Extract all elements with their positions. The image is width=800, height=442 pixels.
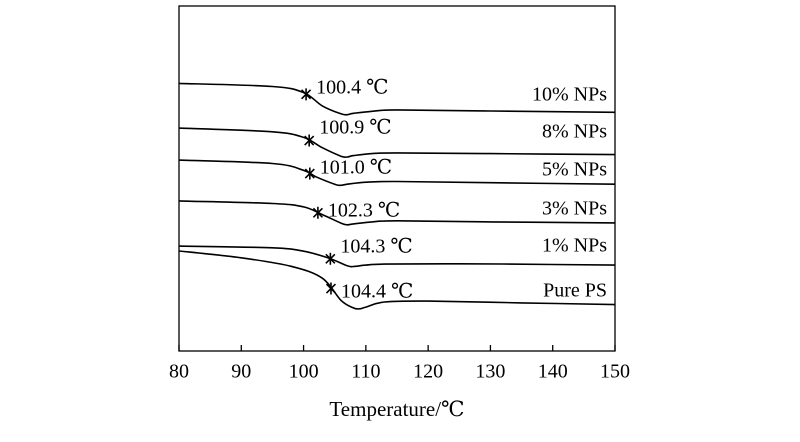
series-label: 5% NPs xyxy=(542,159,607,181)
x-tick-label: 80 xyxy=(169,361,189,383)
series-label: 10% NPs xyxy=(532,84,607,106)
tg-value-label: 102.3 ℃ xyxy=(328,200,400,222)
tg-value-label: 104.4 ℃ xyxy=(341,281,413,303)
tg-marker-icon xyxy=(304,134,315,147)
x-tick-label: 110 xyxy=(351,361,380,383)
series-label: Pure PS xyxy=(543,280,607,302)
x-tick-label: 100 xyxy=(289,361,319,383)
plot-frame xyxy=(178,5,616,352)
x-tick-label: 130 xyxy=(475,361,505,383)
series-line-5 xyxy=(178,245,616,268)
tg-value-label: 104.3 ℃ xyxy=(340,236,412,258)
tg-value-label: 100.9 ℃ xyxy=(319,117,391,139)
tg-markers-layer xyxy=(300,88,337,295)
series-label: 1% NPs xyxy=(542,235,607,257)
tg-marker-icon xyxy=(325,252,336,265)
x-axis-label: Temperature/℃ xyxy=(329,397,464,421)
x-tick-label: 90 xyxy=(231,361,251,383)
series-label: 8% NPs xyxy=(542,121,607,143)
series-line-1 xyxy=(178,82,616,116)
tg-value-label: 100.4 ℃ xyxy=(316,77,388,99)
x-tick-label: 120 xyxy=(413,361,443,383)
x-axis: 80 90 100 110 120 130 140 150 xyxy=(169,345,630,383)
series-line-3 xyxy=(178,159,616,187)
series-label: 3% NPs xyxy=(542,198,607,220)
series-line-6 xyxy=(178,250,616,310)
tg-marker-icon xyxy=(312,206,323,219)
labels-layer: 100.4 ℃ 10% NPs 100.9 ℃ 8% NPs 101.0 ℃ 5% NPs… xyxy=(316,77,607,303)
tg-marker-icon xyxy=(304,167,315,180)
series-line-2 xyxy=(178,127,616,158)
x-tick-label: 140 xyxy=(538,361,568,383)
x-tick-label: 150 xyxy=(600,361,630,383)
tg-value-label: 101.0 ℃ xyxy=(320,157,392,179)
series-line-4 xyxy=(178,200,616,226)
curves-layer xyxy=(178,82,616,310)
tg-marker-icon xyxy=(300,88,312,101)
tg-marker-icon xyxy=(325,282,337,295)
